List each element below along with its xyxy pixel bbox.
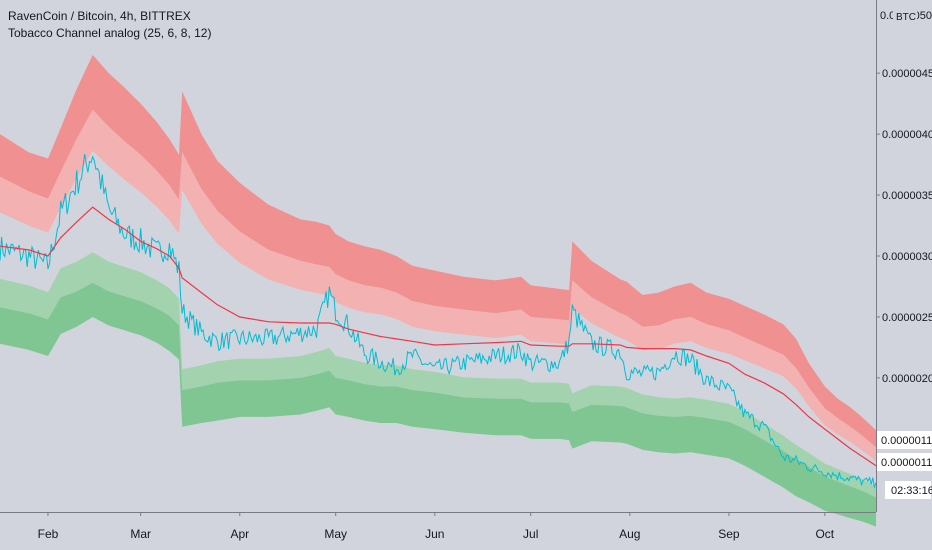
chart-legend[interactable]: RavenCoin / Bitcoin, 4h, BITTREX Tobacco… xyxy=(8,8,211,42)
price-series-line xyxy=(0,154,877,490)
current-price-tag: 0.00000114 xyxy=(881,435,932,447)
time-tick-label: Aug xyxy=(619,527,640,541)
lower-outer-band xyxy=(0,282,876,527)
time-tick-label: Jul xyxy=(523,527,538,541)
currency-label: BTC xyxy=(896,12,916,23)
time-tick-label: Feb xyxy=(38,527,59,541)
time-tick-label: May xyxy=(324,527,347,541)
price-tick-label: 0.00000200 xyxy=(882,373,932,385)
channel-midline xyxy=(0,206,877,467)
time-tick-label: Mar xyxy=(130,527,151,541)
lower-inner-band xyxy=(0,252,876,498)
price-tags: 0.00000114 0.00000112 02:33:16 xyxy=(877,431,932,499)
upper-inner-band xyxy=(0,109,876,462)
symbol-title: RavenCoin / Bitcoin, 4h, BITTREX xyxy=(8,9,191,23)
current-price-tag-bg xyxy=(877,431,932,449)
channel-bands xyxy=(0,54,876,527)
series-lines xyxy=(0,154,877,490)
countdown-tag: 02:33:16 xyxy=(891,485,932,497)
countdown-tag-bg xyxy=(885,481,931,499)
indicator-title: Tobacco Channel analog (25, 6, 8, 12) xyxy=(8,26,212,40)
time-tick-label: Sep xyxy=(718,527,740,541)
secondary-price-tag: 0.00000112 xyxy=(881,457,932,469)
time-tick-label: Oct xyxy=(815,527,834,541)
secondary-price-tag-bg xyxy=(877,453,932,471)
currency-label-bg xyxy=(893,8,917,24)
time-tick-label: Apr xyxy=(230,527,249,541)
upper-outer-band xyxy=(0,54,876,448)
time-axis[interactable]: Feb Mar Apr May Jun Jul Aug Sep Oct xyxy=(38,512,835,541)
time-tick-label: Jun xyxy=(425,527,444,541)
